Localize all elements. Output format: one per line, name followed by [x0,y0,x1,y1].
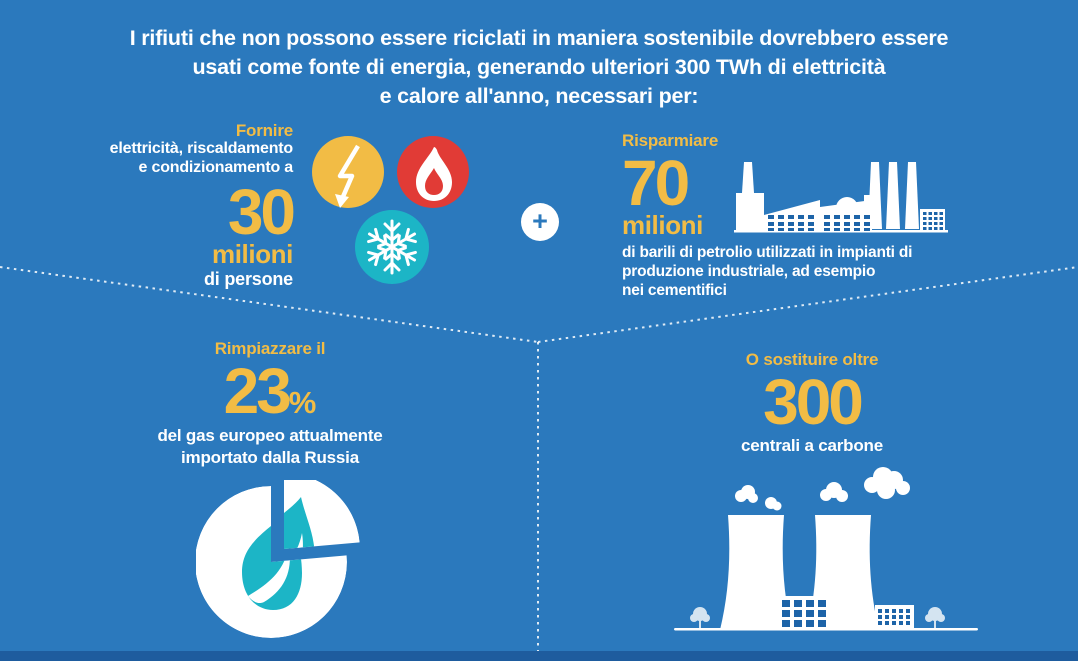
fornire-desc-2: e condizionamento a [138,158,294,176]
section-risparmiare: Risparmiare 70 milioni di barili di petr… [622,131,952,300]
factory-icon [734,162,948,233]
tree-left [690,607,710,629]
gas-pie-chart [196,480,360,638]
sostituire-label: O sostituire oltre [745,350,879,369]
lightning-icon [312,136,384,208]
plus-icon: + [521,203,559,241]
coal-power-plant-icon [674,467,978,631]
risparmiare-value: 70 [622,147,690,219]
sostituire-value: 300 [763,366,864,438]
risparmiare-desc-3: nei cementifici [622,282,727,299]
factory-windows [768,212,943,231]
risparmiare-desc-1: di barili di petrolio utilizzati in impi… [622,244,913,261]
snowflake-icon [355,210,429,284]
page-title: I rifiuti che non possono essere ricicla… [0,24,1078,111]
fornire-label: Fornire [235,121,293,140]
fornire-desc-1: elettricità, riscaldamento [109,140,294,157]
steam-clouds [735,467,910,511]
rimpiazzare-desc-1: del gas europeo attualmente [157,426,383,445]
risparmiare-unit: milioni [622,210,703,240]
title-line-1: I rifiuti che non possono essere ricicla… [129,26,949,50]
rimpiazzare-percent-sign: % [288,385,317,420]
rimpiazzare-label: Rimpiazzare il [214,339,326,358]
section-sostituire: O sostituire oltre 300 centrali a carbon… [672,350,952,457]
rimpiazzare-value: 23 [223,355,292,427]
fornire-unit: milioni [212,239,293,269]
rimpiazzare-desc-2: importato dalla Russia [181,448,359,467]
rimpiazzare-value-row: 23% [128,359,412,423]
fornire-sub: di persone [203,269,293,289]
risparmiare-label: Risparmiare [622,131,719,150]
title-line-3: e calore all'anno, necessari per: [379,84,699,108]
section-rimpiazzare: Rimpiazzare il 23% del gas europeo attua… [128,339,412,469]
section-fornire: Fornire elettricità, riscaldamento e con… [55,121,296,289]
sostituire-desc: centrali a carbone [741,436,883,455]
title-line-2: usati come fonte di energia, generando u… [192,55,886,79]
plant-windows [782,600,910,627]
fornire-value: 30 [227,176,296,248]
risparmiare-desc-2: produzione industriale, ad esempio [622,263,876,280]
flame-icon [397,136,469,208]
bottom-bar [0,651,1078,661]
tree-right [925,607,945,629]
